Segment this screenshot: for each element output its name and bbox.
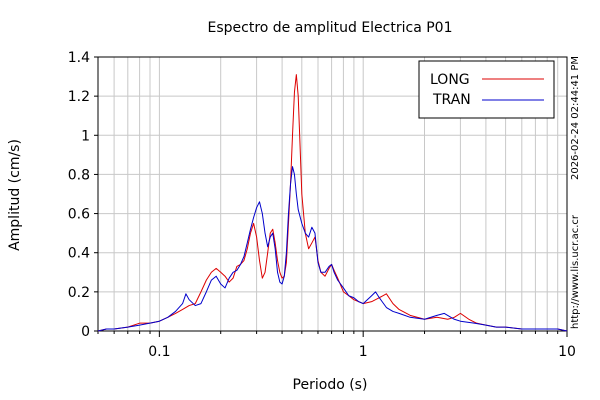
y-tick-label: 1 <box>81 128 90 144</box>
series-line-tran <box>97 166 568 332</box>
x-tick-label: 0.1 <box>148 344 170 360</box>
y-tick-label: 1.2 <box>68 89 90 105</box>
timestamp-text: 2026-02-24 02:44:41 PM <box>570 56 581 180</box>
legend-label-long: LONG <box>430 72 470 88</box>
legend-label-tran: TRAN <box>432 92 471 108</box>
x-tick-label: 1 <box>359 344 368 360</box>
y-axis: 0 0.2 0.4 0.6 0.8 1 1.2 1.4 <box>68 50 98 340</box>
legend: LONG TRAN <box>418 60 555 119</box>
x-axis: 0.1 1 10 <box>97 331 576 360</box>
plot-area <box>97 56 568 332</box>
series-lines <box>97 74 568 332</box>
x-tick-label: 10 <box>558 344 576 360</box>
y-tick-label: 0.6 <box>68 207 90 223</box>
chart-title: Espectro de amplitud Electrica P01 <box>208 20 453 36</box>
y-axis-label: Amplitud (cm/s) <box>7 139 23 251</box>
y-tick-label: 0.2 <box>68 285 90 301</box>
legend-box <box>418 60 555 119</box>
x-axis-label: Periodo (s) <box>293 377 368 393</box>
y-tick-label: 0.8 <box>68 167 90 183</box>
url-text: http://www.lis.ucr.ac.cr <box>570 214 581 329</box>
y-tick-label: 0 <box>81 324 90 340</box>
y-tick-label: 0.4 <box>68 246 90 262</box>
grid <box>98 57 567 331</box>
y-tick-label: 1.4 <box>68 50 90 66</box>
